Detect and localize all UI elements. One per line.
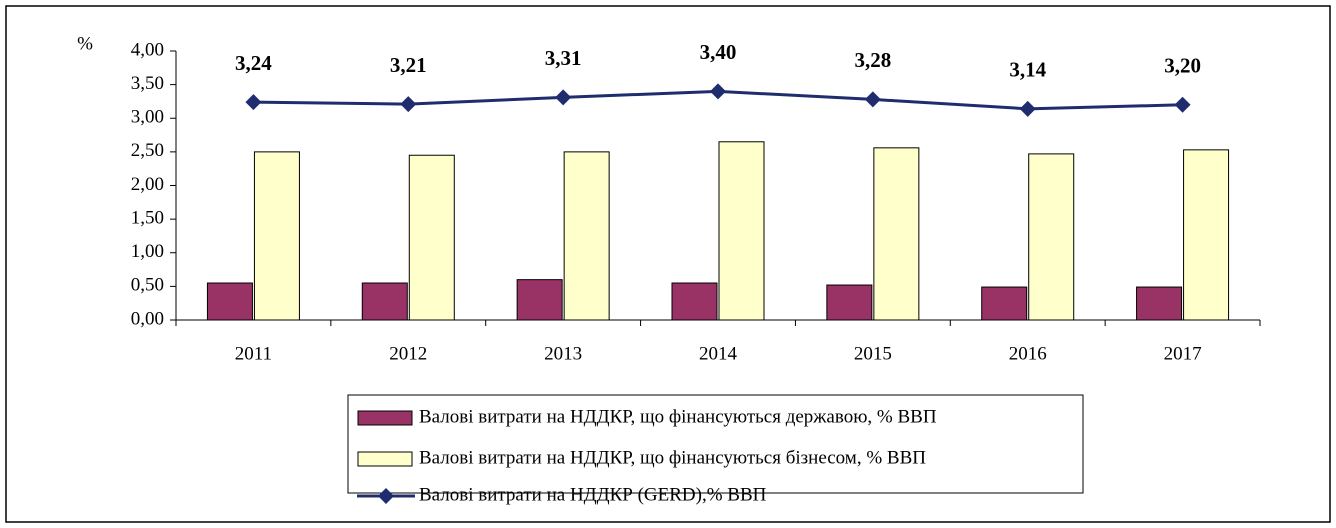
x-tick-label: 2016 — [1009, 343, 1047, 364]
y-tick-label: 0,50 — [131, 275, 164, 296]
marker — [864, 91, 881, 108]
y-tick-label: 2,00 — [131, 174, 164, 195]
marker — [1174, 96, 1191, 113]
data-label: 3,20 — [1164, 54, 1201, 78]
bar — [826, 284, 873, 321]
x-tick-label: 2013 — [544, 343, 582, 364]
bar — [671, 282, 718, 321]
legend-label: Валові витрати на НДДКР (GERD),% ВВП — [419, 484, 767, 505]
data-label: 3,21 — [390, 53, 427, 77]
legend-label: Валові витрати на НДДКР, що фінансуються… — [419, 406, 937, 427]
y-tick-label: 2,50 — [131, 140, 164, 161]
y-tick-label: 3,50 — [131, 73, 164, 94]
x-tick-label: 2017 — [1164, 343, 1202, 364]
marker — [245, 94, 262, 111]
data-label: 3,14 — [1009, 58, 1046, 82]
marker — [400, 96, 417, 113]
bar — [361, 282, 408, 321]
data-label: 3,24 — [235, 51, 272, 75]
bar — [1183, 149, 1230, 321]
marker — [555, 89, 572, 106]
legend-swatch — [357, 410, 413, 426]
y-tick-label: 1,00 — [131, 241, 164, 262]
y-tick-label: 3,00 — [131, 107, 164, 128]
legend-swatch — [357, 451, 413, 467]
x-tick-label: 2011 — [235, 343, 272, 364]
x-tick-label: 2014 — [699, 343, 738, 364]
x-tick-label: 2012 — [389, 343, 427, 364]
bar — [1136, 286, 1183, 321]
legend-label: Валові витрати на НДДКР, що фінансуються… — [419, 447, 926, 468]
legend-box — [347, 394, 1084, 494]
marker — [1019, 100, 1036, 117]
data-label: 3,28 — [854, 48, 891, 72]
bar — [873, 147, 920, 321]
bar — [1028, 153, 1075, 321]
y-axis-label: % — [77, 33, 93, 54]
y-tick-label: 0,00 — [131, 308, 164, 329]
bar — [253, 151, 300, 321]
marker — [710, 83, 726, 100]
y-tick-label: 4,00 — [131, 39, 164, 60]
x-tick-label: 2015 — [854, 343, 892, 364]
data-label: 3,31 — [545, 46, 582, 70]
bar — [206, 282, 253, 321]
legend-swatch — [378, 488, 394, 504]
bar — [516, 279, 563, 321]
bar — [718, 141, 765, 321]
bar — [563, 151, 610, 321]
y-tick-label: 1,50 — [131, 207, 164, 228]
bar — [981, 286, 1028, 321]
bar — [408, 154, 455, 321]
data-label: 3,40 — [700, 40, 737, 64]
